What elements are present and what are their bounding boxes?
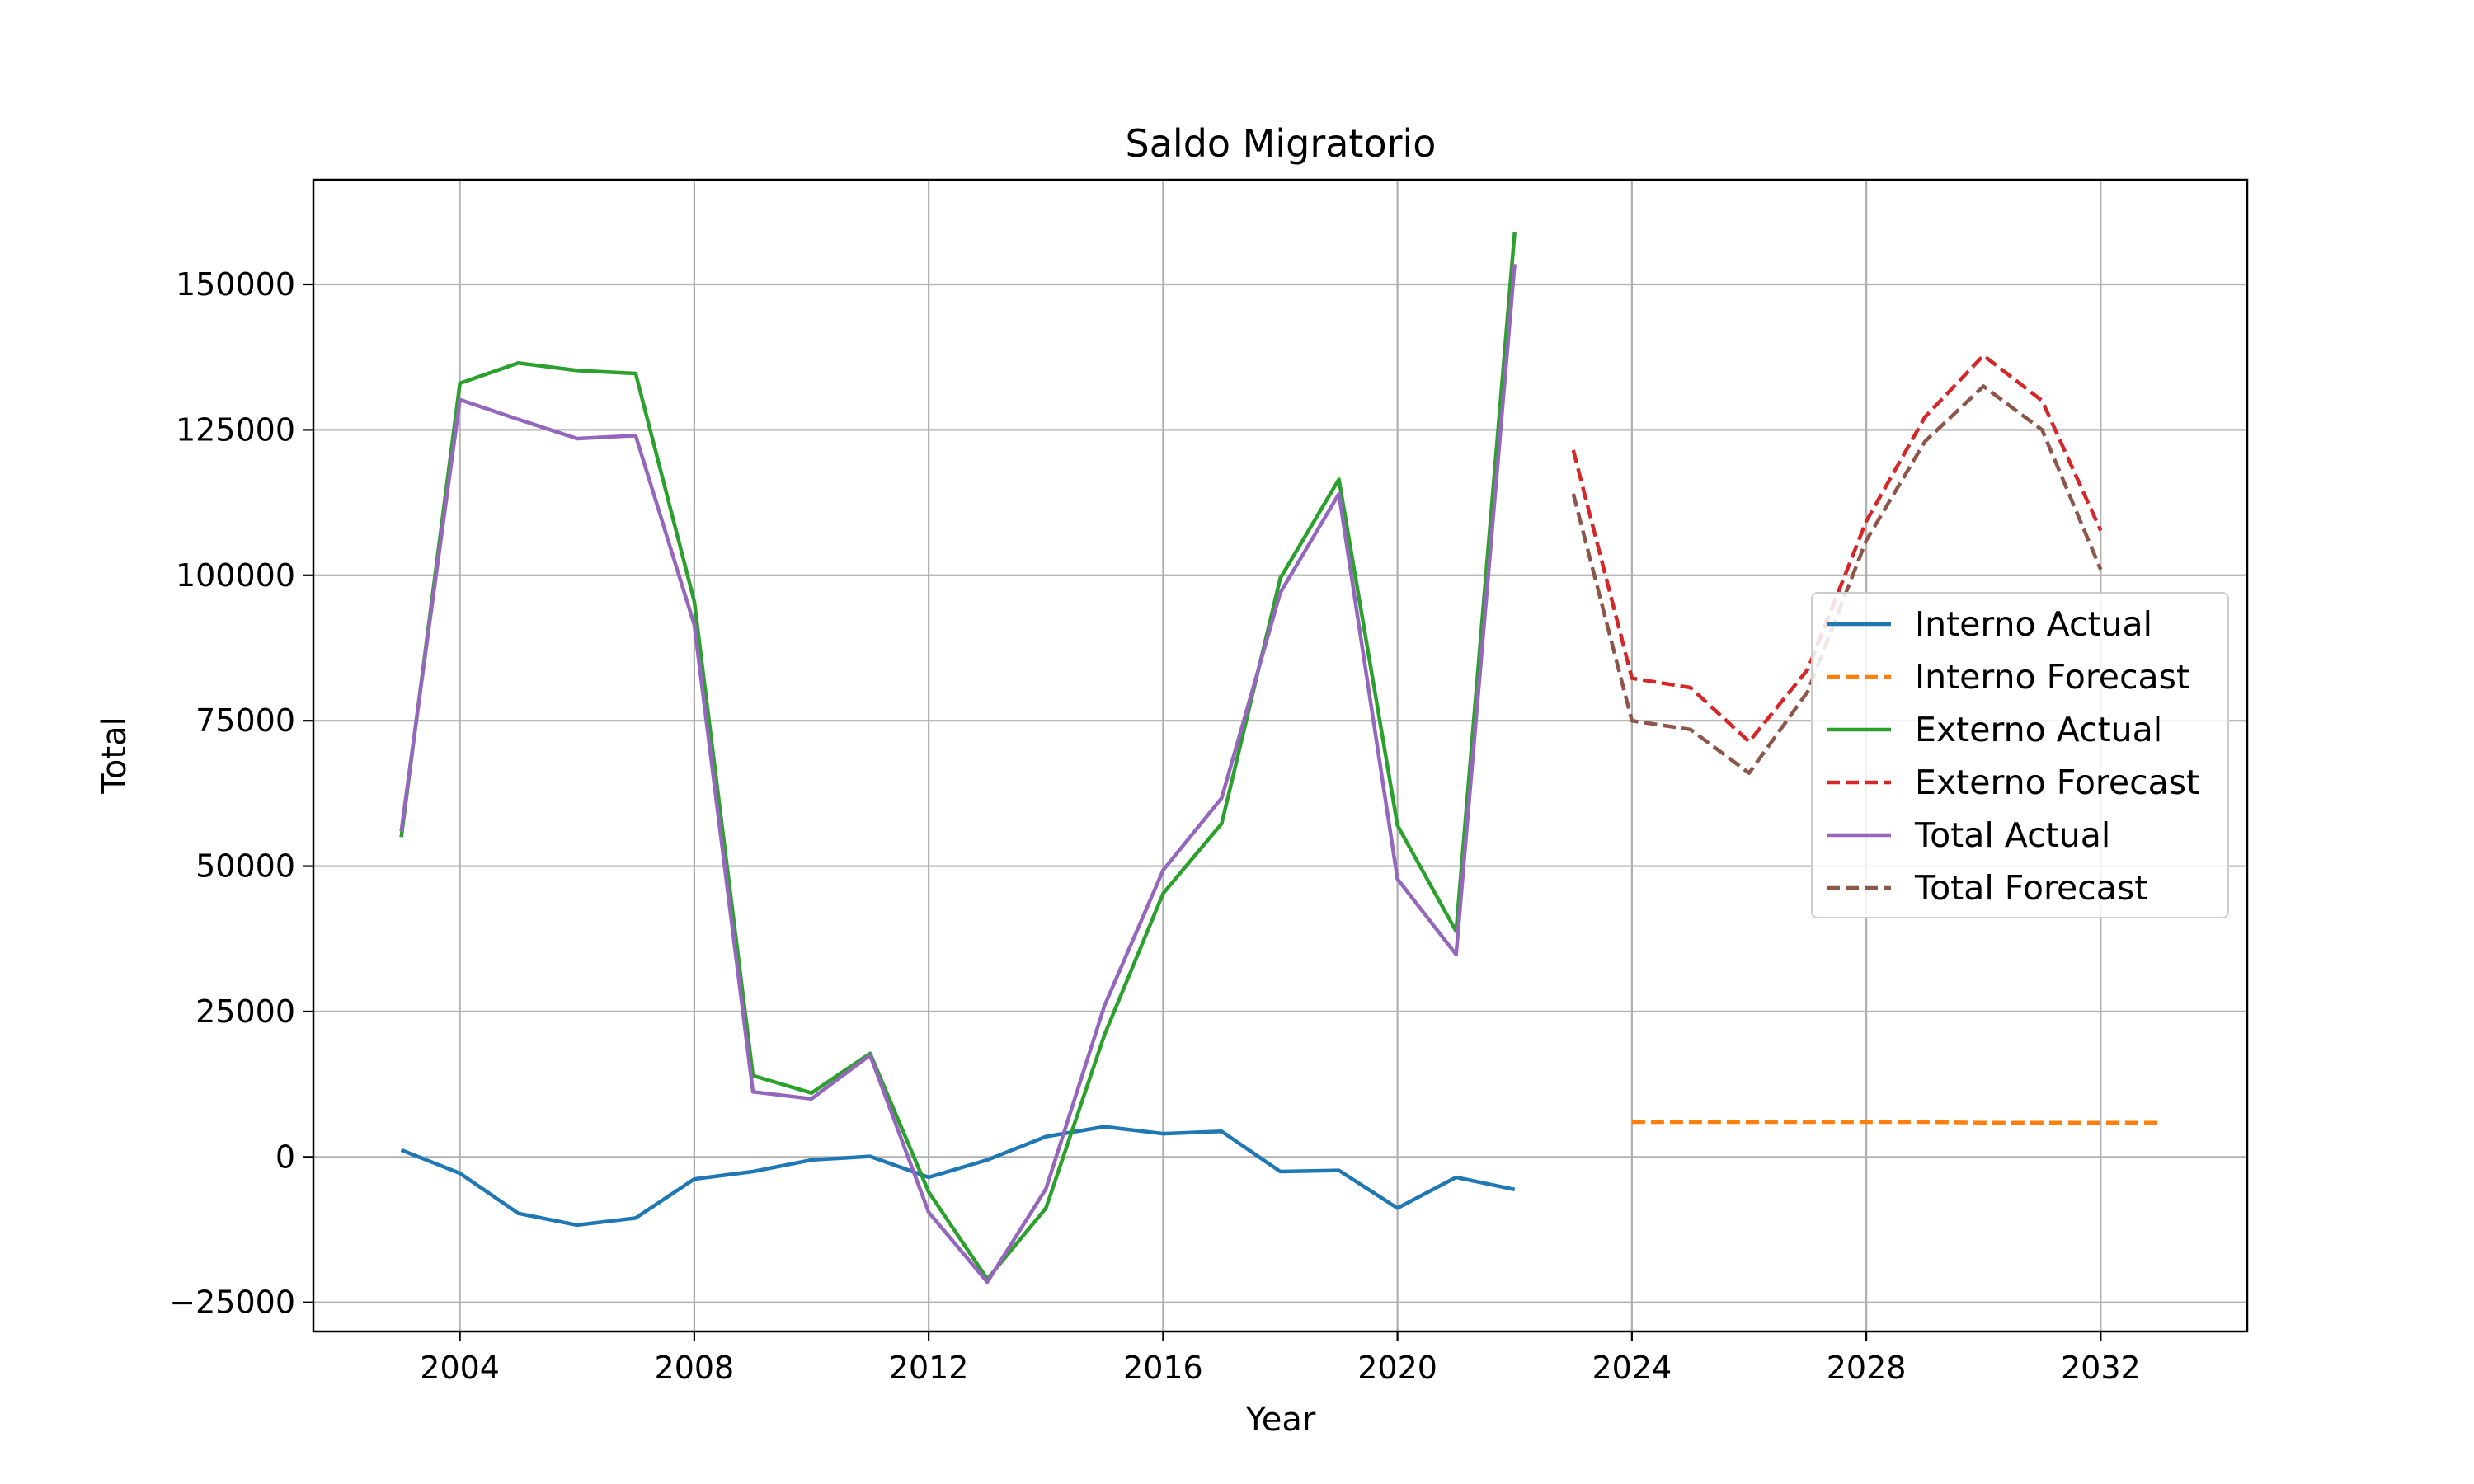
x-tick-label-2024: 2024 [1592,1350,1672,1386]
y-tick-label-125000: 125000 [176,411,295,448]
y-tick-label-75000: 75000 [195,702,295,739]
legend-box [1811,592,2229,918]
plot-frame [312,178,2249,1333]
series-group [399,232,2160,1284]
x-tick-label-2028: 2028 [1827,1350,1907,1386]
legend-label-externo-forecast: Externo Forecast [1915,763,2199,802]
chart-title: Saldo Migratorio [1126,121,1437,166]
series-line-interno-actual [400,1125,1516,1228]
x-tick-label-2008: 2008 [655,1350,735,1386]
legend: Interno Actual Interno Forecast Externo Ac… [1811,592,2229,918]
x-tick-label-2004: 2004 [420,1350,500,1386]
y-tick-label-150000: 150000 [176,266,295,303]
y-tick-label-100000: 100000 [176,557,295,594]
series-line-interno-forecast [1631,1120,2160,1125]
x-tick-label-2020: 2020 [1357,1350,1437,1386]
legend-label-interno-actual: Interno Actual [1915,604,2152,644]
x-axis: 2004 2008 2012 2016 2020 2024 2028 2032 [420,1331,2141,1386]
y-tick-label--25000: −25000 [169,1284,295,1321]
x-axis-label: Year [1245,1401,1316,1439]
series-line-total-actual [399,264,1517,1284]
y-tick-label-25000: 25000 [195,993,295,1030]
y-tick-label-0: 0 [275,1139,295,1175]
legend-label-total-actual: Total Actual [1914,815,2110,855]
legend-label-externo-actual: Externo Actual [1915,710,2162,749]
x-tick-label-2032: 2032 [2061,1350,2141,1386]
y-axis-label: Total [96,716,134,794]
y-tick-label-50000: 50000 [195,848,295,885]
x-tick-label-2012: 2012 [889,1350,969,1386]
legend-label-interno-forecast: Interno Forecast [1915,657,2189,697]
legend-label-total-forecast: Total Forecast [1914,868,2147,908]
series-line-total-forecast [1571,384,2103,775]
series-line-externo-actual [399,232,1517,1281]
y-axis: −25000 0 25000 50000 75000 100000 125000 150000 [169,266,313,1321]
x-tick-label-2016: 2016 [1123,1350,1203,1386]
